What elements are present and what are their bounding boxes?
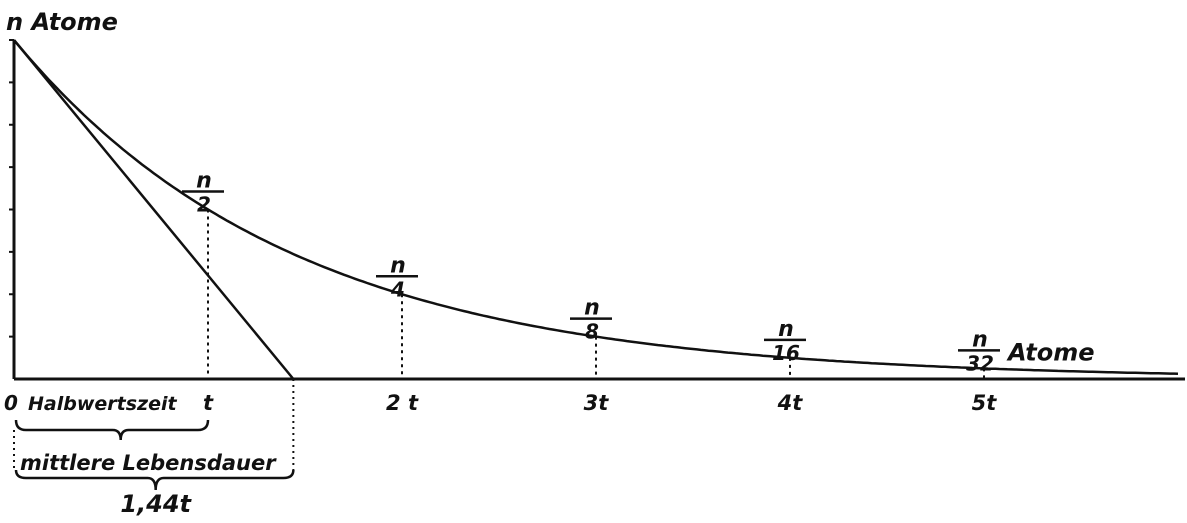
half-life-label: Halbwertszeit xyxy=(28,393,177,415)
tangent-line xyxy=(13,39,295,380)
point-label-denominator: 16 xyxy=(772,341,800,365)
point-label-numerator: n xyxy=(972,327,988,352)
mean-life-brace xyxy=(14,469,295,491)
x-tick-label: 2 t xyxy=(386,391,419,415)
point-label-numerator: n xyxy=(584,296,600,321)
point-label-numerator: n xyxy=(390,253,406,278)
mean-life-value: 1,44t xyxy=(120,490,192,518)
x-tick-label: 4t xyxy=(777,391,804,415)
origin-label: 0 xyxy=(4,391,18,415)
point-label-denominator: 32 xyxy=(966,351,994,375)
mean-life-label: mittlere Lebensdauer xyxy=(20,451,277,475)
x-tick-label: 5t xyxy=(972,391,998,415)
point-label-numerator: n xyxy=(196,169,212,194)
x-tick-label: t xyxy=(203,391,214,415)
half-life-brace xyxy=(14,419,210,441)
point-label-denominator: 2 xyxy=(197,193,211,217)
point-label-denominator: 8 xyxy=(585,320,599,344)
x-tick-label: 3t xyxy=(584,391,610,415)
y-axis-label: n Atome xyxy=(6,8,118,36)
point-label-suffix: Atome xyxy=(1006,338,1095,366)
point-label-denominator: 4 xyxy=(390,277,405,301)
point-label-numerator: n xyxy=(778,317,794,342)
